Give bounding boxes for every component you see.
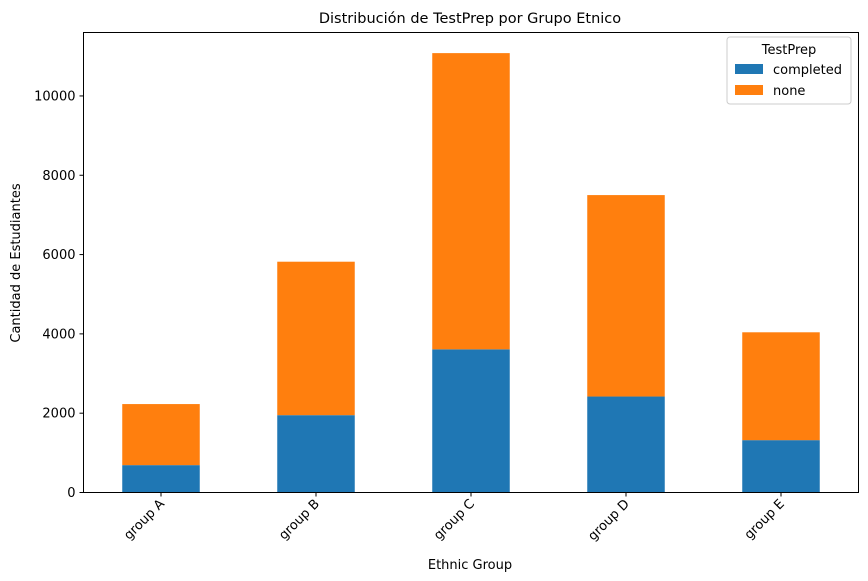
y-tick-label: 0 xyxy=(67,486,75,501)
x-tick-label: group A xyxy=(121,497,168,544)
bar-completed-group-A xyxy=(122,465,200,493)
y-tick-label: 10000 xyxy=(34,89,75,104)
legend-title: TestPrep xyxy=(761,43,817,58)
chart-title: Distribución de TestPrep por Grupo Etnic… xyxy=(319,11,621,27)
bar-none-group-E xyxy=(742,332,820,441)
bars-layer xyxy=(122,53,820,493)
x-tick-label: group E xyxy=(742,497,788,543)
legend-swatch-none xyxy=(735,85,763,95)
bar-completed-group-C xyxy=(432,349,510,493)
legend-label-none: none xyxy=(773,84,805,99)
y-tick-label: 8000 xyxy=(42,169,75,184)
x-tick-label: group B xyxy=(276,497,323,544)
y-tick-label: 4000 xyxy=(42,327,75,342)
bar-none-group-D xyxy=(587,195,665,397)
legend-swatch-completed xyxy=(735,64,763,74)
x-axis-label: Ethnic Group xyxy=(428,558,512,573)
bar-completed-group-E xyxy=(742,440,820,493)
bar-none-group-A xyxy=(122,404,200,466)
y-axis: 0 2000 4000 6000 8000 10000 xyxy=(34,89,84,501)
y-tick-label: 2000 xyxy=(42,407,75,422)
bar-completed-group-B xyxy=(277,415,355,493)
x-axis: group A group B group C group D group E xyxy=(121,492,788,544)
y-axis-label: Cantidad de Estudiantes xyxy=(9,183,24,342)
x-tick-label: group D xyxy=(586,497,633,544)
y-tick-label: 6000 xyxy=(42,248,75,263)
legend-label-completed: completed xyxy=(773,63,842,78)
legend: TestPrep completed none xyxy=(726,36,852,105)
bar-completed-group-D xyxy=(587,396,665,493)
x-tick-label: group C xyxy=(431,497,478,544)
bar-none-group-B xyxy=(277,261,355,416)
plot-frame xyxy=(83,32,859,493)
bar-none-group-C xyxy=(432,53,510,350)
